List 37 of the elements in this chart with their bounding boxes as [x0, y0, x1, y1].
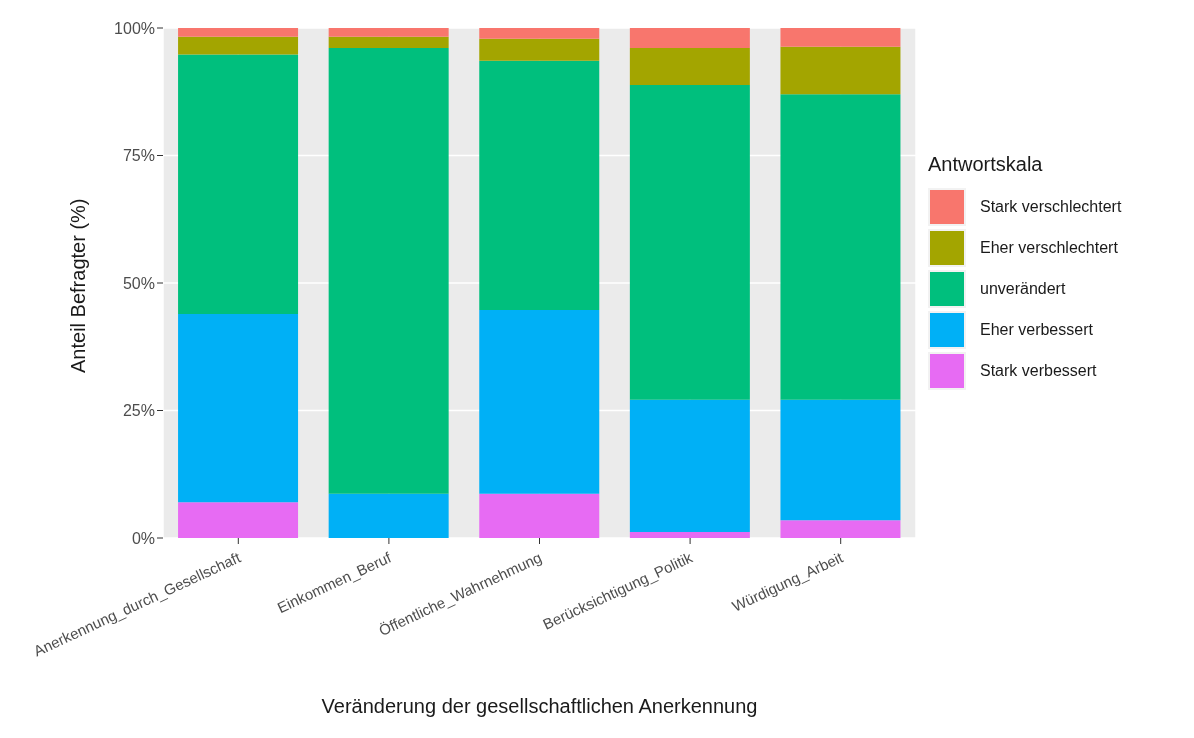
- bar: [178, 36, 299, 55]
- bar: [780, 520, 901, 538]
- bar: [780, 399, 901, 521]
- bar: [629, 399, 750, 532]
- bar: [629, 47, 750, 86]
- bar: [780, 94, 901, 400]
- legend-label: Eher verbessert: [980, 320, 1093, 339]
- y-tick-label: 50%: [122, 274, 155, 292]
- bar: [629, 85, 750, 400]
- bar: [479, 60, 600, 311]
- legend-label: Stark verbessert: [980, 361, 1097, 380]
- y-tick-label: 25%: [122, 402, 155, 420]
- y-tick-label: 100%: [114, 19, 155, 37]
- bar: [178, 502, 299, 538]
- bar: [780, 46, 901, 95]
- legend-label: Stark verschlechtert: [980, 197, 1122, 216]
- bar: [629, 531, 750, 538]
- y-axis-title: Anteil Befragter (%): [67, 198, 90, 373]
- bar: [328, 36, 449, 48]
- bar: [178, 28, 299, 37]
- bar: [328, 28, 449, 37]
- bar: [328, 493, 449, 538]
- bar: [780, 28, 901, 47]
- legend-label: Eher verschlechtert: [980, 238, 1118, 257]
- bar: [479, 310, 600, 494]
- bar: [479, 28, 600, 39]
- bar: [479, 38, 600, 61]
- legend-title: Antwortskala: [928, 153, 1044, 176]
- y-tick-label: 0%: [131, 529, 155, 547]
- y-tick-label: 75%: [122, 147, 155, 165]
- bar: [629, 28, 750, 48]
- x-axis-title: Veränderung der gesellschaftlichen Anerkennung: [321, 695, 758, 717]
- bar: [178, 54, 299, 315]
- bar: [479, 493, 600, 538]
- bar: [328, 47, 449, 494]
- bar: [178, 314, 299, 503]
- text: unverändert: [980, 279, 1066, 298]
